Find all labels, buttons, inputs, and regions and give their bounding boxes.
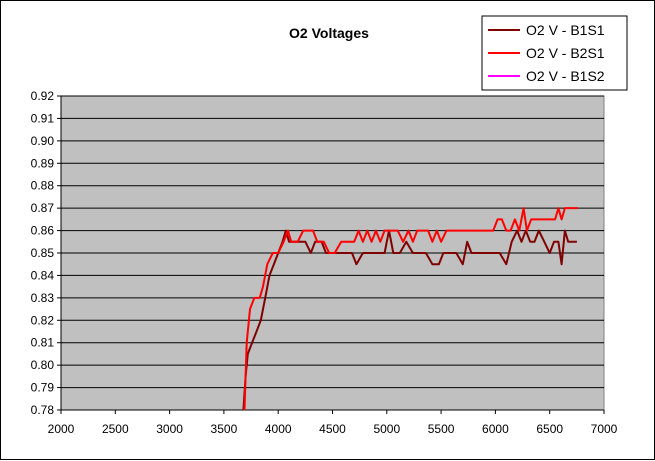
y-tick-label: 0.92 bbox=[31, 89, 55, 103]
x-tick-label: 2500 bbox=[102, 422, 129, 436]
y-tick-label: 0.87 bbox=[31, 201, 55, 215]
y-tick-label: 0.80 bbox=[31, 358, 55, 372]
legend-label: O2 V - B1S1 bbox=[526, 22, 605, 38]
x-tick-label: 4000 bbox=[265, 422, 292, 436]
legend-label: O2 V - B1S2 bbox=[526, 68, 605, 84]
x-tick-label: 6500 bbox=[536, 422, 563, 436]
x-axis-tick-labels: 2000 2500 3000 3500 4000 4500 5000 5500 6000 6500… bbox=[48, 422, 618, 436]
y-tick-label: 0.83 bbox=[31, 291, 55, 305]
y-axis-tick-labels: 0.78 0.79 0.80 0.81 0.82 0.83 0.84 0.85 0.86 0.87… bbox=[31, 89, 55, 417]
legend: O2 V - B1S1 O2 V - B2S1 O2 V - B1S2 bbox=[481, 15, 628, 91]
y-tick-label: 0.78 bbox=[31, 403, 55, 417]
chart-title: O2 Voltages bbox=[289, 25, 369, 41]
series-line-1 bbox=[242, 229, 577, 410]
x-tick-label: 7000 bbox=[591, 422, 618, 436]
y-tick-label: 0.86 bbox=[31, 224, 55, 238]
series-lines bbox=[242, 207, 578, 410]
y-tick-label: 0.84 bbox=[31, 268, 55, 282]
series-line-2 bbox=[243, 207, 578, 410]
x-tick-label: 5000 bbox=[373, 422, 400, 436]
y-tick-label: 0.90 bbox=[31, 134, 55, 148]
y-tick-label: 0.81 bbox=[31, 336, 55, 350]
axes bbox=[57, 95, 605, 414]
legend-label: O2 V - B2S1 bbox=[526, 45, 605, 61]
y-tick-label: 0.88 bbox=[31, 179, 55, 193]
y-tick-label: 0.82 bbox=[31, 313, 55, 327]
x-tick-label: 5500 bbox=[428, 422, 455, 436]
y-tick-label: 0.85 bbox=[31, 246, 55, 260]
x-tick-label: 4500 bbox=[319, 422, 346, 436]
x-tick-label: 6000 bbox=[482, 422, 509, 436]
x-tick-label: 2000 bbox=[48, 422, 75, 436]
y-tick-label: 0.79 bbox=[31, 381, 55, 395]
x-tick-label: 3500 bbox=[211, 422, 238, 436]
y-tick-label: 0.89 bbox=[31, 156, 55, 170]
y-tick-label: 0.91 bbox=[31, 111, 55, 125]
x-tick-label: 3000 bbox=[156, 422, 183, 436]
